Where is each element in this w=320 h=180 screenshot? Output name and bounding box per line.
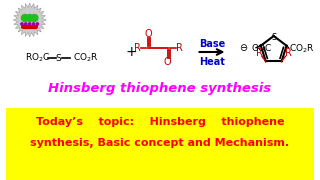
Text: R: R — [176, 43, 183, 53]
Text: RO$_2$C: RO$_2$C — [25, 52, 50, 64]
Text: Base: Base — [199, 39, 225, 49]
Circle shape — [25, 23, 27, 25]
Circle shape — [21, 15, 28, 21]
Text: Today’s    topic:    Hinsberg    thiophene: Today’s topic: Hinsberg thiophene — [36, 117, 284, 127]
Circle shape — [28, 23, 31, 25]
Text: S: S — [271, 33, 276, 42]
Circle shape — [31, 15, 38, 21]
Text: CO$_2$R: CO$_2$R — [289, 42, 315, 55]
Text: R: R — [285, 48, 292, 58]
Text: Heat: Heat — [199, 57, 225, 67]
Text: CO$_2$R: CO$_2$R — [73, 52, 99, 64]
Text: +: + — [125, 45, 137, 59]
Circle shape — [36, 23, 38, 25]
Text: O: O — [145, 29, 152, 39]
Text: R: R — [256, 48, 262, 58]
Circle shape — [21, 23, 23, 25]
Text: $\ominus$: $\ominus$ — [239, 42, 248, 53]
Circle shape — [32, 23, 35, 25]
Text: S: S — [56, 53, 61, 62]
Bar — [5, 108, 314, 180]
Polygon shape — [13, 3, 46, 37]
Text: OOC: OOC — [251, 44, 271, 53]
Text: Hinsberg thiophene synthesis: Hinsberg thiophene synthesis — [48, 82, 271, 94]
Text: synthesis, Basic concept and Mechanism.: synthesis, Basic concept and Mechanism. — [30, 138, 289, 148]
Text: R: R — [134, 43, 141, 53]
Text: O: O — [164, 57, 172, 67]
Circle shape — [26, 15, 33, 21]
